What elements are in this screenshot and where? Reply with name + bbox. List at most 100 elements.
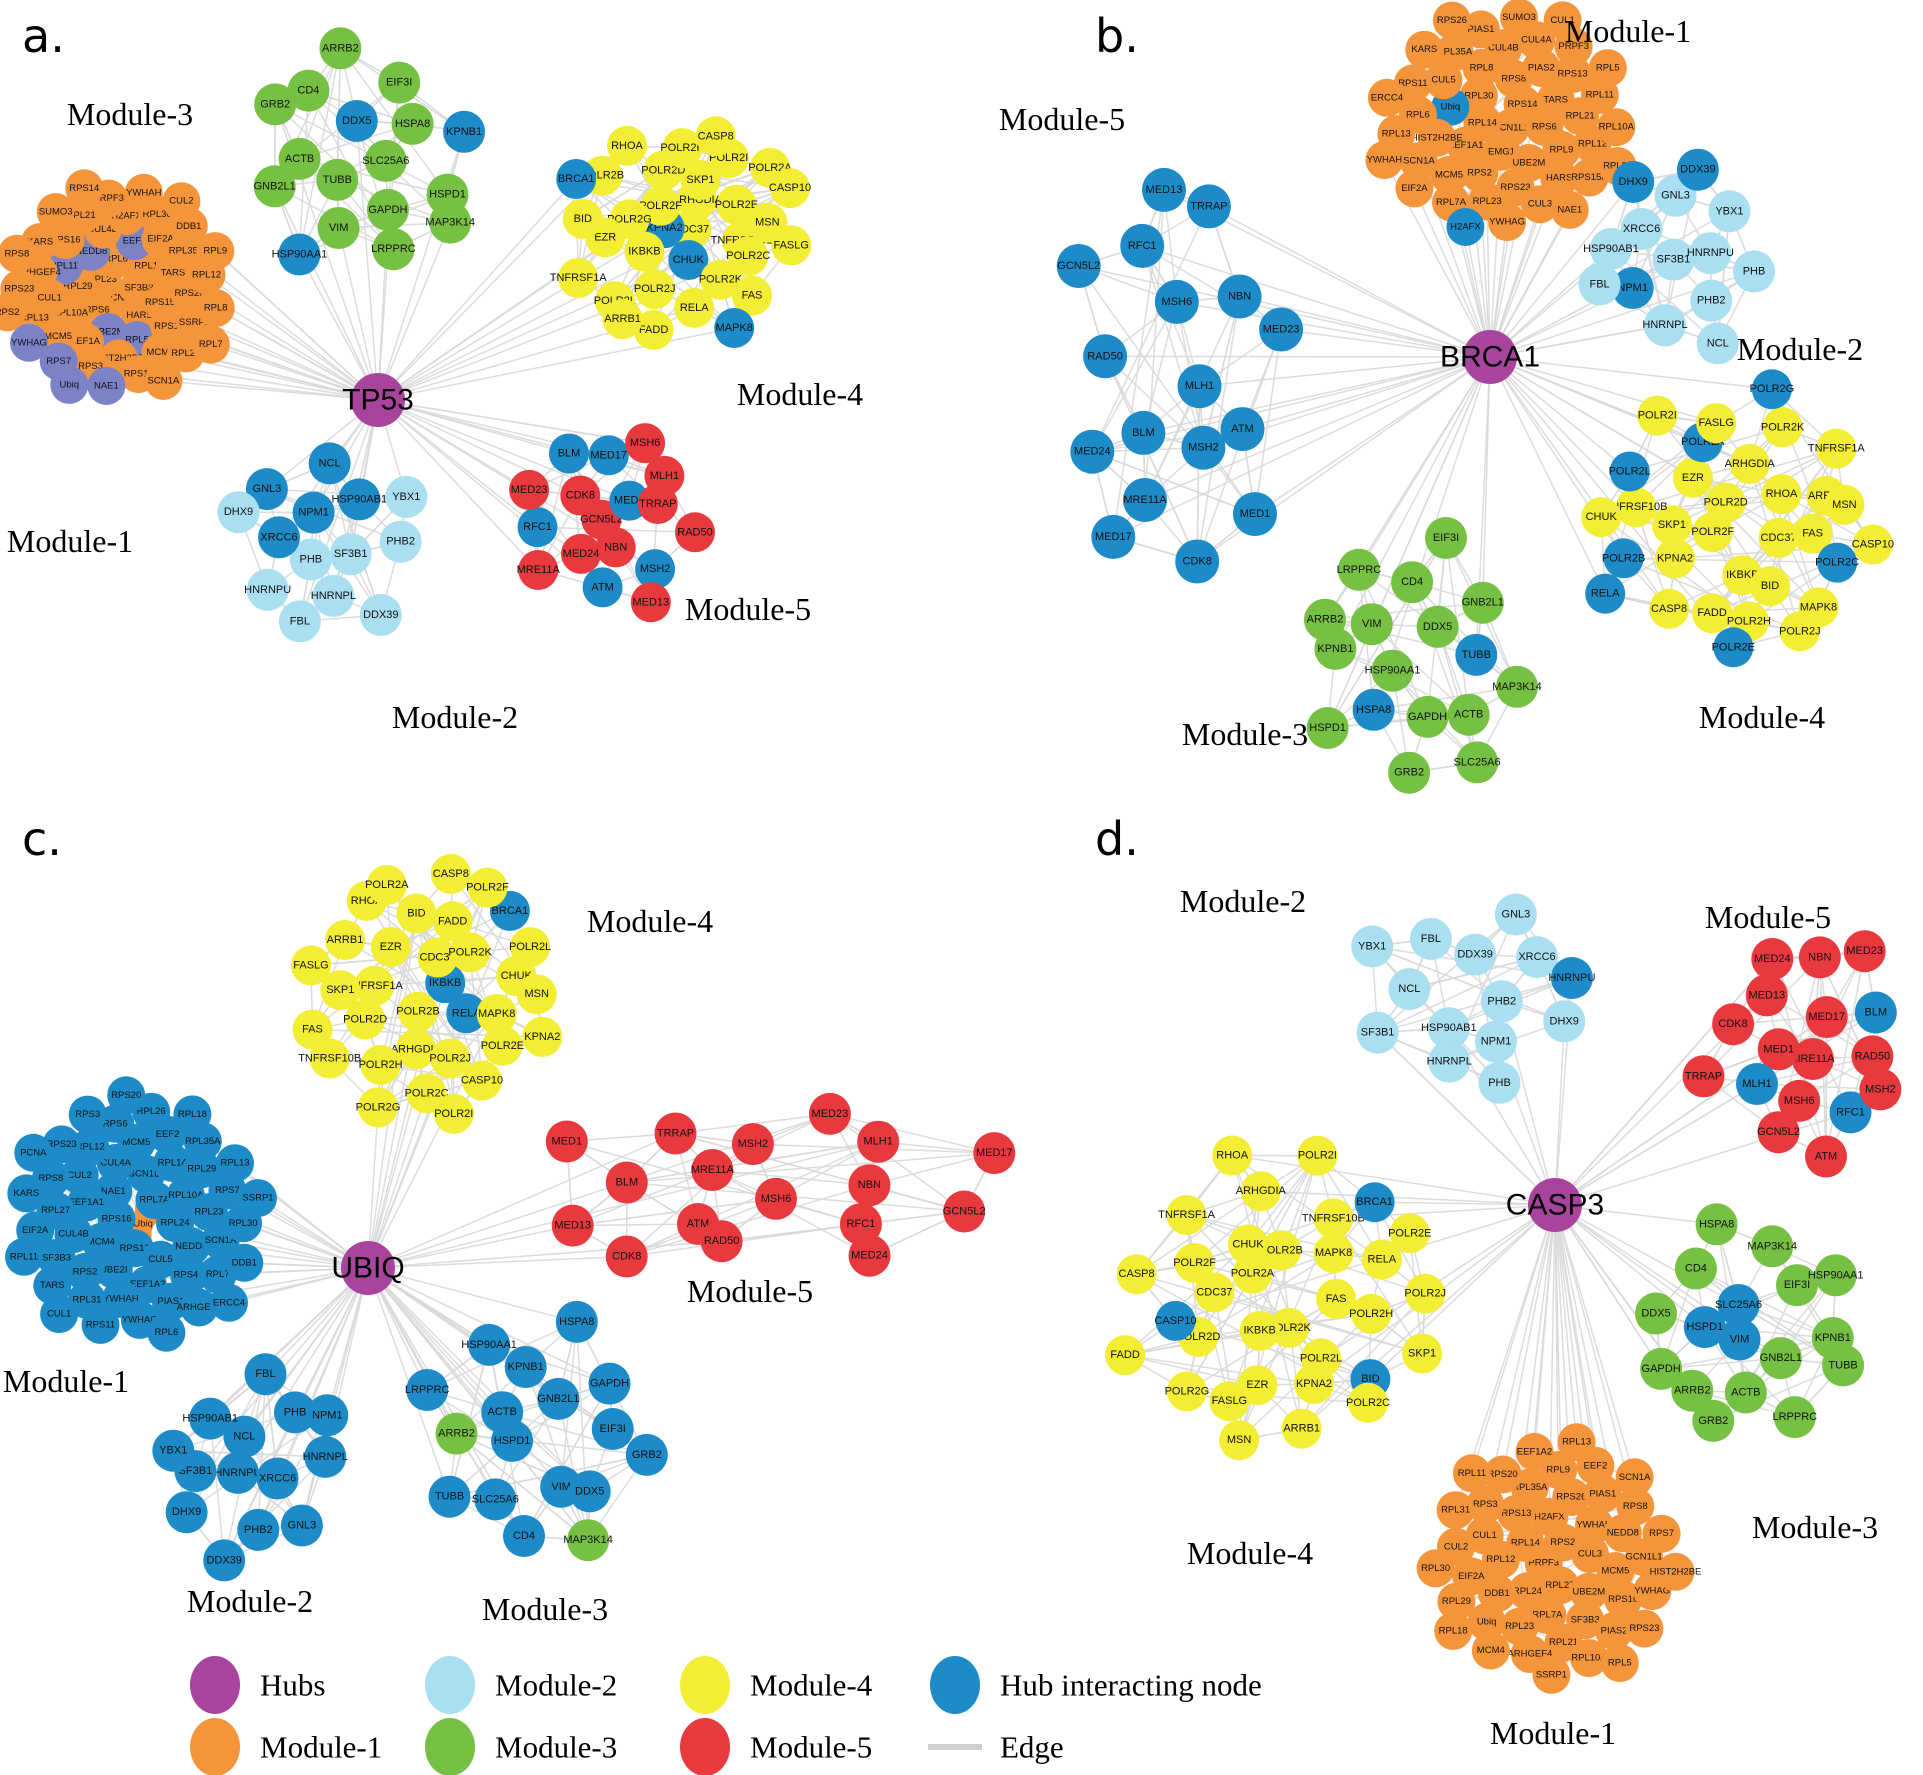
node-CDK8 bbox=[1175, 539, 1220, 584]
node-HSP90AB1 bbox=[189, 1397, 232, 1440]
edge bbox=[1371, 623, 1470, 716]
edge bbox=[712, 1169, 870, 1186]
edge bbox=[1124, 1354, 1258, 1386]
node-POLR2J bbox=[1405, 1273, 1446, 1314]
node-MSN bbox=[1824, 484, 1865, 525]
node-MSH2 bbox=[1181, 425, 1226, 470]
node-ARHGEF4 bbox=[180, 1288, 219, 1327]
node-FAS bbox=[1792, 513, 1833, 554]
node-GAPDH bbox=[1640, 1347, 1683, 1390]
node-FADD bbox=[1105, 1335, 1146, 1376]
module-label: Module-4 bbox=[1187, 1535, 1313, 1571]
node-SCN1A bbox=[144, 362, 183, 400]
panel-a-module-4-nodes: CDC37KPNA2ARHGDIACHUKPOLR2FTNFRSF10BIKBK… bbox=[550, 116, 812, 350]
node-POLR2A bbox=[366, 865, 407, 905]
node-GRB2 bbox=[625, 1433, 668, 1476]
node-ARRB2 bbox=[1671, 1369, 1714, 1412]
node-PHB bbox=[274, 1391, 316, 1434]
node-GAPDH bbox=[1406, 695, 1449, 738]
node-RPS13 bbox=[1553, 55, 1592, 94]
node-HNRNPU bbox=[246, 568, 289, 611]
node-RPL18 bbox=[173, 1095, 212, 1134]
edge bbox=[1232, 1154, 1556, 1206]
node-POLR2C bbox=[1348, 1382, 1388, 1423]
node-TNFRSF1A bbox=[1166, 1195, 1207, 1235]
node-SKP1 bbox=[680, 160, 721, 200]
edge bbox=[1554, 1111, 1851, 1206]
node-RPS20 bbox=[1483, 1455, 1522, 1494]
edge bbox=[367, 1240, 722, 1269]
hub-label: BRCA1 bbox=[1440, 341, 1540, 374]
node-PIAS2 bbox=[1595, 1612, 1634, 1650]
node-RPL12 bbox=[71, 1127, 110, 1166]
node-RELA bbox=[446, 993, 487, 1034]
node-MAPK8 bbox=[476, 994, 517, 1034]
edge bbox=[572, 1169, 713, 1227]
node-CASP8 bbox=[1649, 588, 1690, 629]
node-HSPA8 bbox=[1352, 688, 1395, 731]
node-DHX9 bbox=[1612, 161, 1655, 203]
node-CUL1 bbox=[1543, 1, 1582, 40]
edge bbox=[1377, 1032, 1556, 1206]
node-IKBKB bbox=[1239, 1310, 1280, 1351]
node-CDC37 bbox=[417, 937, 458, 978]
panel-d-module-5-nodes: MRE11AMED1MED17MSH6MED13RAD50MLH1NBNRFC1… bbox=[1682, 930, 1902, 1178]
node-POLR2D bbox=[1705, 482, 1746, 523]
node-NCL bbox=[1696, 322, 1739, 365]
edge bbox=[1242, 356, 1491, 430]
node-POLR2K bbox=[700, 259, 741, 300]
node-GCN5L2 bbox=[1056, 244, 1101, 288]
edge bbox=[298, 254, 379, 401]
edge bbox=[356, 120, 379, 401]
node-TUBB bbox=[1822, 1344, 1865, 1387]
edge bbox=[377, 255, 749, 401]
panel-d-module-3-nodes: VIMSLC25A6GNB2L1HSPD1EIF3IACTBCD4KPNB1AR… bbox=[1635, 1203, 1865, 1442]
node-YBX1 bbox=[1708, 190, 1751, 233]
node-FBL bbox=[1578, 263, 1621, 306]
node-FADD bbox=[432, 901, 473, 942]
legend-swatch-module2 bbox=[425, 1656, 475, 1714]
node-GNB2L1 bbox=[537, 1377, 580, 1420]
node-HNRNPU bbox=[1550, 957, 1593, 999]
module-label: Module-4 bbox=[587, 903, 713, 939]
node-POLR2H bbox=[1351, 1293, 1392, 1334]
node-POLR2G bbox=[1751, 369, 1792, 410]
edge bbox=[675, 1132, 965, 1213]
node-KPNA2 bbox=[1655, 538, 1695, 579]
node-ERCC4 bbox=[210, 1283, 248, 1322]
legend-label: Hubs bbox=[260, 1668, 325, 1703]
edge bbox=[274, 185, 379, 401]
node-RPL18 bbox=[1434, 1611, 1473, 1650]
node-TNFRSF10B bbox=[309, 1038, 350, 1079]
edge bbox=[1554, 1204, 1662, 1370]
node-CASP10 bbox=[1155, 1300, 1196, 1341]
module-label: Module-3 bbox=[67, 96, 193, 132]
node-CDK8 bbox=[1712, 1003, 1755, 1046]
node-MLH1 bbox=[857, 1120, 900, 1163]
legend-label: Module-5 bbox=[750, 1730, 872, 1765]
edge bbox=[1324, 618, 1477, 656]
node-LRPPRC bbox=[406, 1369, 449, 1411]
edge bbox=[367, 1267, 503, 1413]
node-UBE2I bbox=[94, 1250, 133, 1289]
node-MRE11A bbox=[691, 1149, 734, 1191]
edge bbox=[1489, 356, 1772, 390]
node-MED24 bbox=[1070, 429, 1115, 474]
node-NPM1 bbox=[306, 1394, 349, 1437]
node-PHB2 bbox=[379, 520, 422, 563]
node-CUL1 bbox=[1465, 1516, 1504, 1555]
edge bbox=[829, 1113, 995, 1154]
node-RFC1 bbox=[1829, 1091, 1872, 1134]
module-label: Module-4 bbox=[1699, 699, 1825, 735]
node-CDC37 bbox=[1194, 1272, 1235, 1313]
node-DHX9 bbox=[165, 1491, 208, 1534]
edge bbox=[524, 1366, 589, 1541]
node-RPL10A bbox=[1597, 108, 1636, 147]
edge bbox=[829, 1113, 965, 1213]
node-ARHGDIA bbox=[1240, 1171, 1281, 1212]
node-CD4 bbox=[1674, 1247, 1717, 1290]
module-label: Module-1 bbox=[3, 1363, 129, 1399]
edge bbox=[1124, 1354, 1315, 1385]
node-YWHAG bbox=[10, 323, 48, 362]
